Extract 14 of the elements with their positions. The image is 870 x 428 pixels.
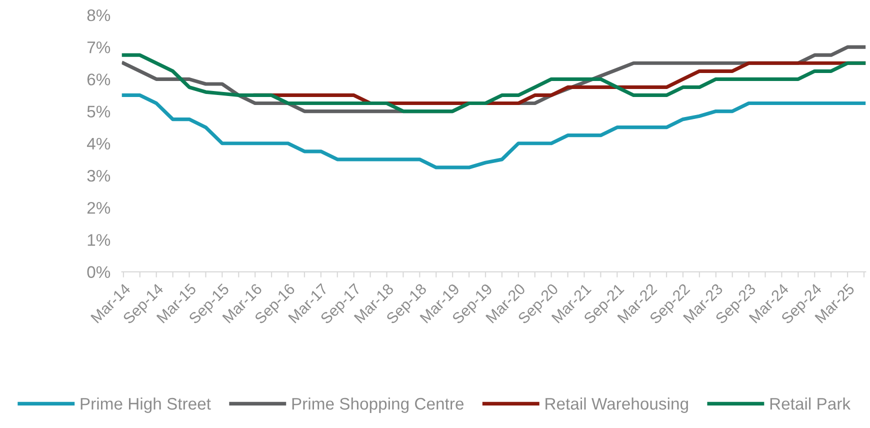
y-tick-label: 8% (87, 9, 110, 22)
legend-label: Prime Shopping Centre (292, 397, 464, 413)
y-tick-label: 7% (87, 42, 110, 54)
y-tick-label: 5% (87, 106, 110, 118)
legend-label: Prime High Street (80, 397, 211, 413)
y-tick-label: 6% (87, 74, 110, 86)
y-tick-label: 1% (88, 234, 110, 246)
line-series (122, 93, 866, 170)
y-tick-label: 3% (87, 170, 110, 182)
legend-label: Retail Park (770, 397, 851, 410)
y-tick-label: 2% (87, 202, 110, 214)
y-tick-label: 4% (86, 138, 110, 150)
legend-label: Retail Warehousing (546, 397, 688, 413)
y-tick-label: 0% (87, 266, 110, 278)
